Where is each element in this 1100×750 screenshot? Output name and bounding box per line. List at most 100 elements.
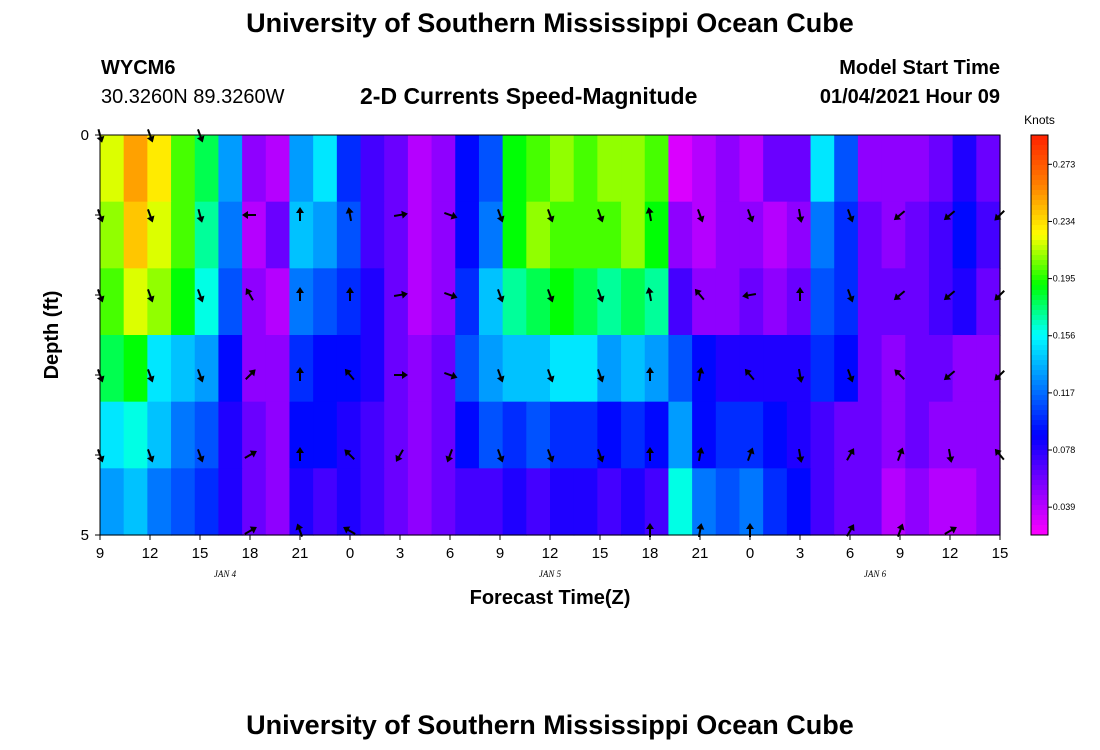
heatmap-cell (123, 468, 148, 536)
colorbar-segment (1031, 475, 1048, 481)
arrow-head (546, 215, 555, 223)
arrow-head (344, 449, 352, 457)
heatmap-cell (289, 335, 314, 403)
colorbar-segment (1031, 385, 1048, 391)
colorbar-segment (1031, 275, 1048, 281)
heatmap-cell (857, 335, 883, 403)
heatmap-cell (384, 468, 409, 536)
heatmap-cell (526, 468, 551, 536)
heatmap-cell (573, 401, 598, 469)
colorbar-segment (1031, 500, 1048, 506)
arrow-head (96, 135, 105, 143)
current-vector-arrow (242, 211, 256, 219)
current-vector-arrow (245, 288, 254, 301)
colorbar-segment (1031, 150, 1048, 156)
colorbar-segment (1031, 265, 1048, 271)
current-vector-arrow (846, 289, 855, 303)
heatmap-cell (715, 468, 741, 536)
current-vector-arrow (796, 368, 805, 383)
heatmap-cell (407, 201, 433, 269)
heatmap-cell (573, 335, 598, 403)
date-label: JAN 5 (539, 569, 562, 579)
heatmap-cell (407, 135, 433, 203)
date-label: JAN 4 (214, 569, 237, 579)
heatmap-cell (431, 268, 456, 336)
current-vector-arrow (944, 526, 957, 535)
heatmap-cell (763, 201, 788, 269)
colorbar-segment (1031, 445, 1048, 451)
x-tick-label: 12 (142, 545, 159, 562)
heatmap-cell (455, 401, 480, 469)
colorbar-tick-label: 0.117 (1053, 388, 1075, 398)
colorbar-segment (1031, 355, 1048, 361)
heatmap-cell (692, 268, 717, 336)
colorbar-segment (1031, 180, 1048, 186)
heatmap-cell (100, 135, 125, 203)
heatmap-cell (692, 135, 717, 203)
heatmap-cell (550, 335, 575, 403)
colorbar-segment (1031, 320, 1048, 326)
colorbar-segment (1031, 255, 1048, 261)
heatmap-cell (928, 268, 954, 336)
arrow-head (450, 371, 458, 380)
heatmap-cell (952, 401, 977, 469)
heatmap-cell (147, 201, 172, 269)
x-tick-label: 0 (346, 545, 354, 562)
arrow-head (896, 447, 905, 455)
footer-title: University of Southern Mississippi Ocean… (246, 710, 854, 740)
colorbar-tick-label: 0.156 (1053, 331, 1076, 341)
arrow-head (496, 455, 505, 463)
heatmap-cell (123, 401, 148, 469)
heatmap-cell (360, 335, 385, 403)
colorbar-segment (1031, 305, 1048, 311)
heatmap-cell (265, 335, 291, 403)
heatmap-cell (502, 268, 527, 336)
arrow-head (146, 135, 155, 143)
heatmap-cell (123, 268, 148, 336)
heatmap-cell (242, 401, 267, 469)
heatmap-cell (573, 135, 598, 203)
current-vector-arrow (445, 449, 454, 463)
heatmap-cell (976, 401, 1001, 469)
heatmap-cell (668, 335, 693, 403)
current-vector-arrow (546, 449, 555, 463)
x-tick-label: 15 (592, 545, 609, 562)
heatmap-cell (526, 268, 551, 336)
current-vector-arrow (444, 371, 458, 380)
x-tick-label: 12 (542, 545, 559, 562)
heatmap-cell (336, 468, 362, 536)
colorbar-segment (1031, 235, 1048, 241)
heatmap-cell (336, 135, 362, 203)
current-vector-arrow (846, 448, 855, 461)
current-vector-arrow (994, 448, 1005, 461)
colorbar-segment (1031, 530, 1048, 536)
arrow-head (196, 215, 205, 223)
colorbar-segment (1031, 325, 1048, 331)
x-tick-label: 9 (896, 545, 904, 562)
heatmap-cell (786, 135, 812, 203)
heatmap-cell (100, 268, 125, 336)
current-vector-arrow (893, 290, 906, 301)
colorbar-segment (1031, 480, 1048, 486)
heatmap-cell (431, 135, 456, 203)
colorbar-segment (1031, 175, 1048, 181)
arrow-head (146, 215, 155, 223)
heatmap-cell (384, 335, 409, 403)
arrow-head (796, 216, 805, 223)
colorbar-segment (1031, 200, 1048, 206)
x-tick-label: 12 (942, 545, 959, 562)
heatmap-cell (384, 135, 409, 203)
heatmap-cell (218, 401, 243, 469)
heatmap-cell (834, 201, 859, 269)
heatmap-cell (218, 135, 243, 203)
current-vector-arrow (893, 210, 906, 221)
heatmap-cell (171, 335, 196, 403)
current-vector-arrow (196, 449, 205, 463)
heatmap-cell (431, 201, 456, 269)
heatmap-cell (194, 335, 220, 403)
current-vector-arrow (245, 369, 256, 380)
arrow-head (196, 455, 205, 463)
heatmap-cell (100, 201, 125, 269)
current-vector-arrow (146, 289, 155, 303)
arrow-head (646, 523, 654, 529)
